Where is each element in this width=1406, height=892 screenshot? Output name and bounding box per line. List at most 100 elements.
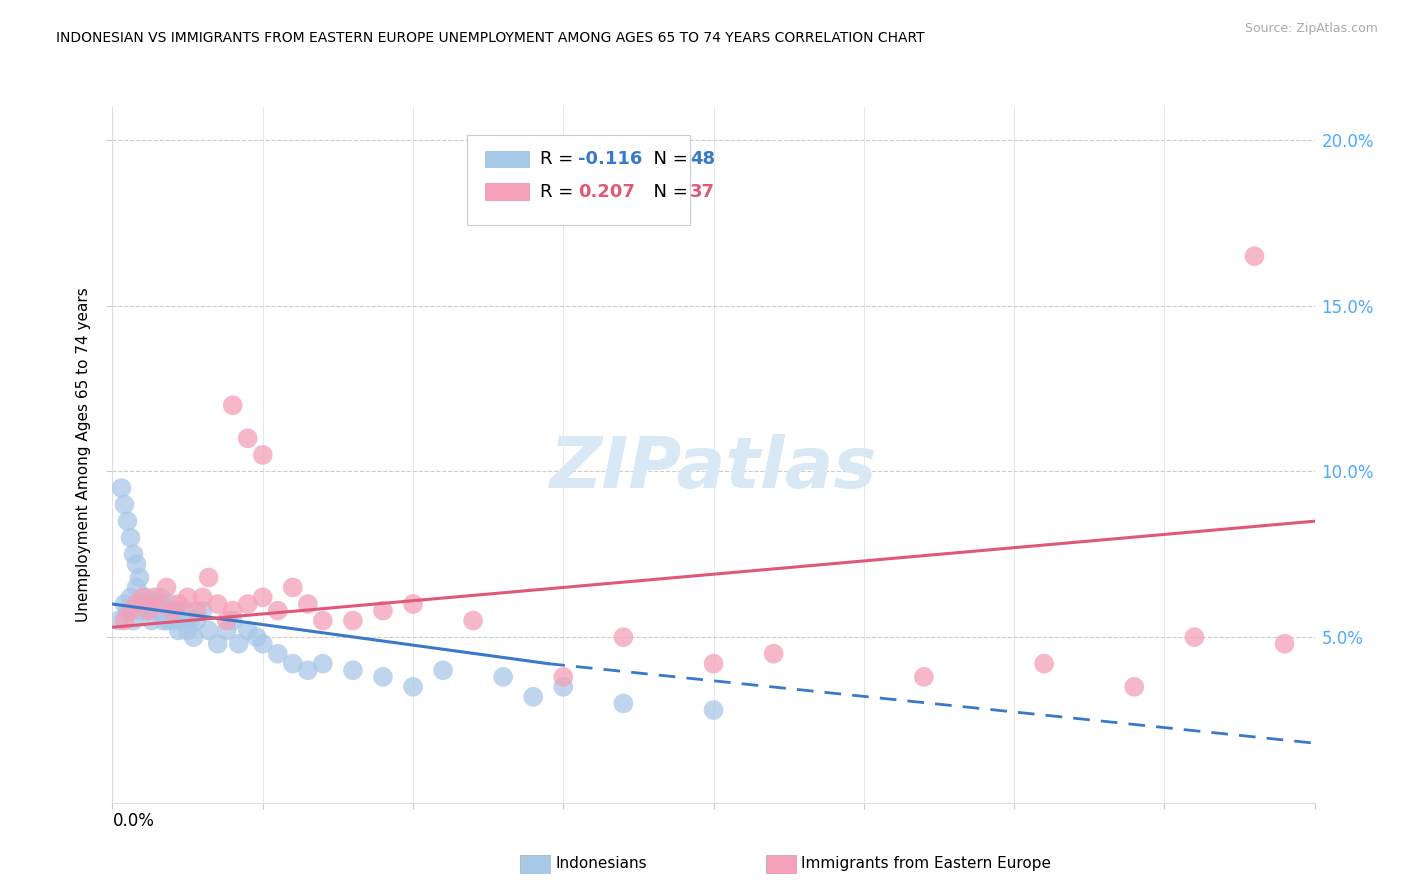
Point xyxy=(122,614,145,628)
Point xyxy=(1123,680,1146,694)
Text: R =: R = xyxy=(540,183,579,201)
FancyBboxPatch shape xyxy=(485,183,530,201)
Point xyxy=(183,630,205,644)
Point xyxy=(159,597,181,611)
Point xyxy=(461,614,484,628)
Point xyxy=(1184,630,1206,644)
Text: 0.207: 0.207 xyxy=(578,183,636,201)
Point xyxy=(912,670,935,684)
Point xyxy=(117,604,139,618)
Point xyxy=(522,690,544,704)
Point xyxy=(138,604,160,618)
Point xyxy=(342,614,364,628)
Point xyxy=(120,604,142,618)
Point xyxy=(128,604,150,618)
Text: 37: 37 xyxy=(690,183,716,201)
Point xyxy=(267,647,290,661)
Point xyxy=(167,597,190,611)
Point xyxy=(702,703,725,717)
Point xyxy=(197,570,219,584)
Text: INDONESIAN VS IMMIGRANTS FROM EASTERN EUROPE UNEMPLOYMENT AMONG AGES 65 TO 74 YE: INDONESIAN VS IMMIGRANTS FROM EASTERN EU… xyxy=(56,31,925,45)
Point xyxy=(762,647,785,661)
Point xyxy=(141,614,163,628)
Point xyxy=(186,614,208,628)
Point xyxy=(162,614,184,628)
Point xyxy=(222,614,245,628)
Point xyxy=(107,614,129,628)
Point xyxy=(1033,657,1056,671)
Point xyxy=(125,597,148,611)
Point xyxy=(143,591,166,605)
Point xyxy=(176,624,198,638)
Text: ZIPatlas: ZIPatlas xyxy=(550,434,877,503)
Text: -0.116: -0.116 xyxy=(578,150,643,169)
Point xyxy=(371,670,394,684)
Point xyxy=(371,604,394,618)
Point xyxy=(215,624,238,638)
Point xyxy=(120,591,142,605)
Point xyxy=(114,498,136,512)
Point xyxy=(180,614,202,628)
Point xyxy=(122,547,145,561)
Point xyxy=(252,637,274,651)
Point xyxy=(492,670,515,684)
Point xyxy=(143,597,166,611)
Point xyxy=(612,697,634,711)
Point xyxy=(155,581,177,595)
Point xyxy=(186,604,208,618)
Point xyxy=(252,448,274,462)
Text: N =: N = xyxy=(643,150,693,169)
Text: Source: ZipAtlas.com: Source: ZipAtlas.com xyxy=(1244,22,1378,36)
Point xyxy=(207,597,229,611)
Point xyxy=(236,624,259,638)
Point xyxy=(167,624,190,638)
Point xyxy=(236,597,259,611)
Text: Immigrants from Eastern Europe: Immigrants from Eastern Europe xyxy=(801,856,1052,871)
Point xyxy=(281,657,304,671)
Point xyxy=(236,431,259,445)
Point xyxy=(114,597,136,611)
Point xyxy=(402,680,425,694)
Point xyxy=(110,481,132,495)
Point xyxy=(135,591,157,605)
Point xyxy=(222,398,245,412)
Point xyxy=(312,614,335,628)
Point xyxy=(297,663,319,677)
Point xyxy=(131,591,153,605)
Point xyxy=(176,591,198,605)
Point xyxy=(197,624,219,638)
Point xyxy=(117,514,139,528)
Point xyxy=(297,597,319,611)
Point xyxy=(138,604,160,618)
Point xyxy=(612,630,634,644)
Text: 0.0%: 0.0% xyxy=(112,812,155,830)
FancyBboxPatch shape xyxy=(467,135,689,226)
Point xyxy=(149,597,172,611)
Point xyxy=(222,604,245,618)
Point xyxy=(191,604,214,618)
Point xyxy=(553,680,575,694)
Point xyxy=(281,581,304,595)
Point xyxy=(1243,249,1265,263)
Point xyxy=(228,637,250,651)
Text: Indonesians: Indonesians xyxy=(555,856,647,871)
Point xyxy=(162,604,184,618)
Text: R =: R = xyxy=(540,150,579,169)
Point xyxy=(131,597,153,611)
Point xyxy=(128,570,150,584)
Text: N =: N = xyxy=(643,183,693,201)
Point xyxy=(252,591,274,605)
Point xyxy=(207,637,229,651)
Point xyxy=(170,614,193,628)
Point xyxy=(432,663,454,677)
Point xyxy=(246,630,269,644)
Point xyxy=(165,604,187,618)
Point xyxy=(553,670,575,684)
Point xyxy=(152,614,174,628)
Point xyxy=(267,604,290,618)
Point xyxy=(342,663,364,677)
Point xyxy=(125,581,148,595)
Point xyxy=(155,614,177,628)
Y-axis label: Unemployment Among Ages 65 to 74 years: Unemployment Among Ages 65 to 74 years xyxy=(76,287,91,623)
Point xyxy=(1274,637,1296,651)
